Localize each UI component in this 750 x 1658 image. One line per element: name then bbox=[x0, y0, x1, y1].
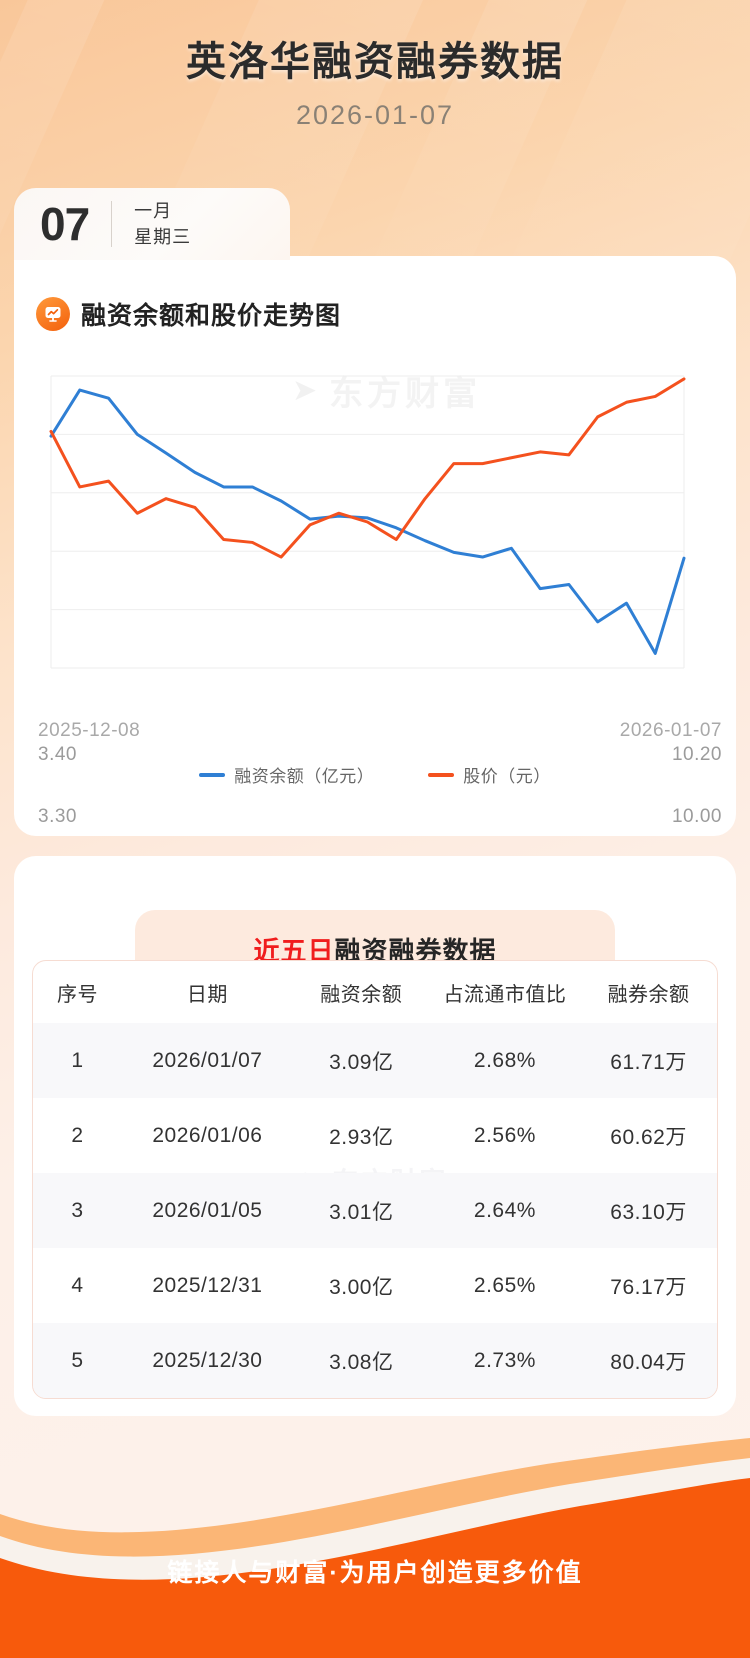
table-card: 近五日融资融券数据 ➤ 东方财富 序号 日期 融资余额 占流通市值比 融券余额 … bbox=[14, 856, 736, 1416]
table-row[interactable]: 1 2026/01/07 3.09亿 2.68% 61.71万 bbox=[33, 1023, 717, 1098]
legend-item-margin: 融资余额（亿元） bbox=[199, 762, 374, 787]
y-right-tick-1: 10.00 bbox=[671, 806, 722, 827]
cell-short-balance: 61.71万 bbox=[610, 1050, 687, 1074]
y-left-tick-0: 3.40 bbox=[38, 744, 77, 765]
legend-item-price: 股价（元） bbox=[428, 762, 551, 787]
table-header-row: 序号 日期 融资余额 占流通市值比 融券余额 bbox=[33, 961, 717, 1023]
cell-pct-float: 2.68% bbox=[473, 1048, 536, 1072]
cell-short-balance: 76.17万 bbox=[610, 1275, 687, 1299]
x-tick-end: 2026-01-07 bbox=[619, 720, 722, 741]
legend-label-margin: 融资余额（亿元） bbox=[234, 767, 375, 786]
table-row[interactable]: 3 2026/01/05 3.01亿 2.64% 63.10万 bbox=[33, 1173, 717, 1248]
chart-card: 融资余额和股价走势图 ➤ 东方财富 3.40 3.30 3.20 3.10 3.… bbox=[14, 256, 736, 1087]
date-month-week: 一月 星期三 bbox=[112, 198, 191, 250]
cell-index: 4 bbox=[71, 1273, 84, 1297]
col-header-short-balance: 融券余额 bbox=[607, 983, 690, 1006]
legend-swatch-margin bbox=[199, 772, 226, 777]
date-month: 一月 bbox=[134, 200, 173, 221]
table-row[interactable]: 4 2025/12/31 3.00亿 2.65% 76.17万 bbox=[33, 1248, 717, 1323]
cell-index: 2 bbox=[71, 1123, 84, 1147]
y-left-tick-1: 3.30 bbox=[38, 806, 77, 827]
cell-index: 3 bbox=[71, 1198, 84, 1222]
page-subtitle-date: 2026-01-07 bbox=[295, 100, 455, 130]
cell-date: 2026/01/07 bbox=[152, 1048, 263, 1072]
table-row[interactable]: 5 2025/12/30 3.08亿 2.73% 80.04万 bbox=[33, 1323, 717, 1398]
footer-wave bbox=[0, 1438, 750, 1658]
chart-trend-icon bbox=[36, 297, 70, 331]
cell-date: 2026/01/05 bbox=[152, 1198, 263, 1222]
cell-short-balance: 60.62万 bbox=[610, 1125, 687, 1149]
legend-label-price: 股价（元） bbox=[463, 767, 551, 786]
col-header-margin-balance: 融资余额 bbox=[320, 983, 403, 1006]
poster-header: 英洛华融资融券数据 2026-01-07 bbox=[0, 0, 750, 131]
legend-swatch-price bbox=[428, 772, 455, 777]
cell-date: 2025/12/31 bbox=[152, 1273, 263, 1297]
cell-short-balance: 80.04万 bbox=[610, 1350, 687, 1374]
y-right-tick-0: 10.20 bbox=[671, 744, 722, 765]
footer-slogan: 链接人与财富·为用户创造更多价值 bbox=[167, 1559, 583, 1587]
cell-short-balance: 63.10万 bbox=[610, 1200, 687, 1224]
table-row[interactable]: 2 2026/01/06 2.93亿 2.56% 60.62万 bbox=[33, 1098, 717, 1173]
col-header-pct-float: 占流通市值比 bbox=[443, 983, 567, 1006]
page-title: 英洛华融资融券数据 bbox=[186, 40, 564, 84]
date-divider bbox=[111, 201, 113, 247]
cell-pct-float: 2.64% bbox=[473, 1198, 536, 1222]
chart-legend: 融资余额（亿元） 股价（元） bbox=[14, 762, 736, 787]
cell-date: 2025/12/30 bbox=[152, 1348, 263, 1372]
col-header-index: 序号 bbox=[56, 983, 98, 1006]
date-weekday: 星期三 bbox=[134, 227, 192, 247]
cell-pct-float: 2.56% bbox=[473, 1123, 536, 1147]
col-header-date: 日期 bbox=[186, 983, 228, 1006]
cell-margin-balance: 3.08亿 bbox=[329, 1350, 394, 1374]
chart-card-header: 融资余额和股价走势图 bbox=[14, 256, 736, 332]
chart-title: 融资余额和股价走势图 bbox=[81, 302, 342, 330]
cell-margin-balance: 3.09亿 bbox=[329, 1050, 394, 1074]
margin-data-table: ➤ 东方财富 序号 日期 融资余额 占流通市值比 融券余额 1 2026/01/… bbox=[32, 960, 718, 1399]
cell-margin-balance: 2.93亿 bbox=[329, 1125, 394, 1149]
chart-svg bbox=[49, 375, 686, 669]
chart-plot-area: ➤ 东方财富 3.40 3.30 3.20 3.10 3.00 2.90 10.… bbox=[14, 354, 736, 1087]
cell-date: 2026/01/06 bbox=[152, 1123, 263, 1147]
cell-pct-float: 2.65% bbox=[473, 1273, 536, 1297]
date-card: 07 一月 星期三 bbox=[14, 188, 290, 260]
cell-pct-float: 2.73% bbox=[473, 1348, 536, 1372]
x-tick-start: 2025-12-08 bbox=[38, 720, 141, 741]
cell-margin-balance: 3.00亿 bbox=[329, 1275, 394, 1299]
cell-index: 1 bbox=[71, 1048, 84, 1072]
date-day: 07 bbox=[40, 198, 90, 250]
cell-margin-balance: 3.01亿 bbox=[329, 1200, 394, 1224]
cell-index: 5 bbox=[71, 1348, 84, 1372]
